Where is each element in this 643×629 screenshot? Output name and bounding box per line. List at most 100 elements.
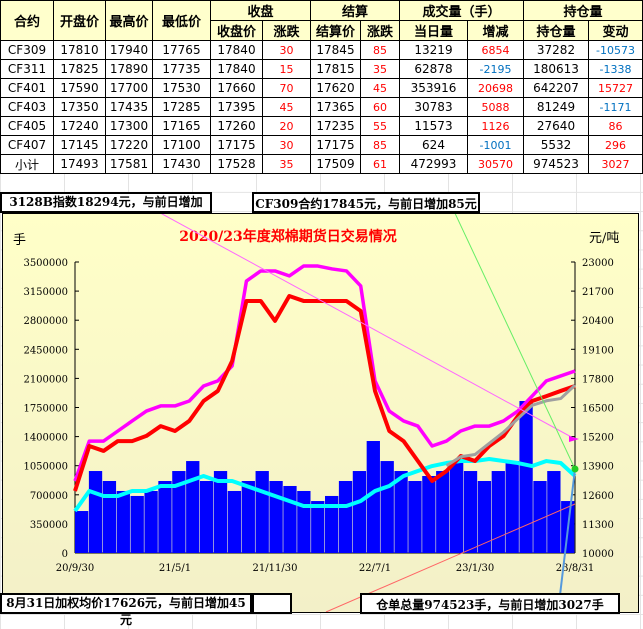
table-cell: 974523: [523, 154, 589, 174]
table-cell: 17430: [152, 154, 211, 174]
volume-bar: [75, 511, 89, 553]
volume-bar: [102, 480, 117, 553]
open-interest-line: [73, 456, 577, 513]
x-tick-label: 22/7/1: [359, 563, 391, 574]
header-open: 开盘价: [53, 0, 106, 41]
volume-bar: [477, 480, 492, 553]
chart-title: 2020/23年度郑棉期货日交易情况: [179, 228, 397, 245]
right-tick-label: 15200: [582, 433, 614, 444]
table-cell: 85: [360, 40, 400, 60]
table-cell: 17700: [105, 78, 153, 98]
volume-bar: [325, 495, 339, 553]
table-cell: 1126: [467, 116, 524, 136]
table-row: CF405 17240 17300 17165 17260 20 17235 55 11573 1…: [0, 116, 643, 136]
header-oi: 持仓量: [523, 20, 589, 41]
volume-bar: [227, 490, 242, 553]
volume-bar: [186, 461, 200, 553]
chart-svg: 2020/23年度郑棉期货日交易情况 手 元/吨 0 350000 700000 10500…: [13, 208, 619, 613]
table-cell: 17840: [210, 59, 263, 79]
table-cell: 17260: [210, 116, 263, 136]
volume-bar: [255, 471, 269, 553]
table-cell: CF311: [0, 59, 54, 79]
table-cell: 17175: [210, 135, 263, 155]
table-cell: -1171: [588, 97, 643, 117]
left-tick-label: 700000: [30, 491, 68, 502]
table-cell: 17509: [310, 154, 361, 174]
warehouse-banner: 仓单总量974523手，与前日增加3027手: [360, 593, 620, 614]
volume-bar: [172, 471, 186, 553]
weighted-price-banner: 8月31日加权均价17626元，与前日增加45元: [0, 593, 252, 627]
right-tick-label: 10000: [582, 549, 614, 560]
table-cell: 17620: [310, 78, 361, 98]
table-cell: 86: [588, 116, 643, 136]
volume-bar: [422, 476, 436, 553]
x-tick-label: 21/11/30: [253, 563, 298, 574]
contract-banner: CF309合约17845元，与前日增加85元: [252, 192, 480, 213]
volume-bar: [380, 461, 394, 553]
table-cell: 17350: [53, 97, 106, 117]
table-cell: 5532: [523, 135, 589, 155]
volume-bar: [436, 471, 450, 553]
table-cell: 624: [399, 135, 468, 155]
right-tick-label: 13900: [582, 462, 614, 473]
table-cell: CF309: [0, 40, 54, 60]
table-cell: 17528: [210, 154, 263, 174]
volume-bar: [269, 480, 283, 553]
volume-bar: [338, 480, 353, 553]
volume-bar: [130, 495, 144, 553]
left-tick-label: 3150000: [23, 287, 68, 298]
table-row: 小计 17493 17581 17430 17528 35 17509 61 472993 305…: [0, 154, 643, 174]
table-cell: 17165: [152, 116, 211, 136]
right-tick-label: 11300: [582, 520, 614, 531]
table-cell: 37282: [523, 40, 589, 60]
table-cell: 17285: [152, 97, 211, 117]
header-close-chg: 涨跌: [262, 20, 311, 41]
table-cell: 85: [360, 135, 400, 155]
empty-cell: [252, 593, 292, 614]
header-oi-chg: 变动: [588, 20, 643, 41]
header-high: 最高价: [105, 0, 153, 41]
price-line-magenta: [73, 264, 576, 482]
right-tick-label: 20400: [582, 316, 614, 327]
table-cell: 60: [360, 97, 400, 117]
table-cell: 17220: [105, 135, 153, 155]
table-cell: 30570: [467, 154, 524, 174]
table-cell: 17825: [53, 59, 106, 79]
right-tick-label: 17800: [582, 374, 614, 385]
x-tick-label: 23/1/30: [456, 563, 495, 574]
left-tick-label: 1400000: [23, 433, 68, 444]
left-axis-label: 手: [13, 233, 26, 248]
trend-line-pink: [152, 208, 576, 440]
table-cell: 17660: [210, 78, 263, 98]
table-cell: 17235: [310, 116, 361, 136]
volume-bar: [547, 471, 561, 553]
table-cell: -1001: [467, 135, 524, 155]
table-cell: 30: [262, 135, 311, 155]
table-row: CF403 17350 17435 17285 17395 45 17365 60 30783 5…: [0, 97, 643, 117]
volume-bar: [491, 471, 505, 553]
table-cell: 20698: [467, 78, 524, 98]
header-contract: 合约: [0, 0, 54, 41]
table-cell: 17735: [152, 59, 211, 79]
table-cell: 81249: [523, 97, 589, 117]
trend-line-blue: [557, 468, 576, 613]
left-tick-label: 1050000: [23, 462, 68, 473]
volume-bar: [200, 480, 214, 553]
left-tick-label: 0: [62, 549, 68, 560]
volume-bar: [88, 471, 103, 553]
table-cell: 17940: [105, 40, 153, 60]
chart-area: 2020/23年度郑棉期货日交易情况 手 元/吨 0 350000 700000 10500…: [2, 208, 639, 613]
table-cell: 45: [360, 78, 400, 98]
table-cell: 15: [262, 59, 311, 79]
volume-bar: [297, 490, 311, 553]
table-row: CF311 17825 17890 17735 17840 15 17815 35 62878-…: [0, 59, 643, 79]
volume-bar: [519, 401, 533, 553]
marker-green: [571, 465, 579, 473]
table-cell: 17815: [310, 59, 361, 79]
table-cell: CF403: [0, 97, 54, 117]
volume-bar: [408, 480, 422, 553]
group-close: 收盘: [210, 0, 311, 21]
table-cell: 20: [262, 116, 311, 136]
table-cell: 5088: [467, 97, 524, 117]
left-tick-label: 3500000: [23, 258, 68, 269]
